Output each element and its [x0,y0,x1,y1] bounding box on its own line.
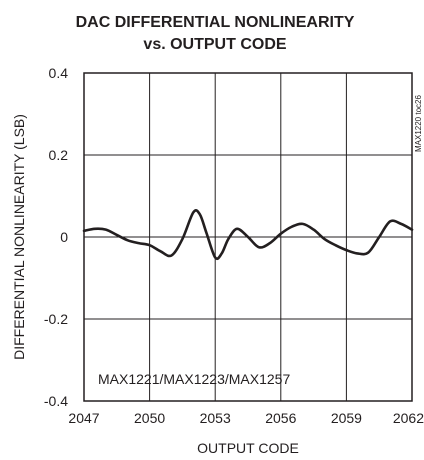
x-axis-ticks: 2047 2050 2053 2056 2059 2062 [68,410,424,426]
x-tick-label: 2050 [134,410,165,426]
part-number-annotation: MAX1221/MAX1223/MAX1257 [98,371,290,387]
x-tick-label: 2056 [265,410,296,426]
y-tick-label: 0 [60,229,68,245]
x-axis-label: OUTPUT CODE [197,440,299,456]
y-tick-label: 0.4 [49,65,69,81]
y-tick-label: -0.2 [44,311,68,327]
y-tick-label: 0.2 [49,147,69,163]
x-tick-label: 2062 [393,410,424,426]
chart-title: DAC DIFFERENTIAL NONLINEARITY [76,14,355,31]
y-axis-ticks: 0.4 0.2 0 -0.2 -0.4 [44,65,68,409]
x-tick-label: 2053 [200,410,231,426]
plot-area-frame [83,72,413,402]
x-tick-label: 2059 [331,410,362,426]
y-tick-label: -0.4 [44,393,68,409]
x-tick-label: 2047 [68,410,99,426]
chart-subtitle: vs. OUTPUT CODE [143,36,286,53]
y-axis-label: DIFFERENTIAL NONLINEARITY (LSB) [11,114,27,360]
dnl-series-line [82,209,414,260]
figure-code: MAX1220 toc26 [414,95,423,152]
